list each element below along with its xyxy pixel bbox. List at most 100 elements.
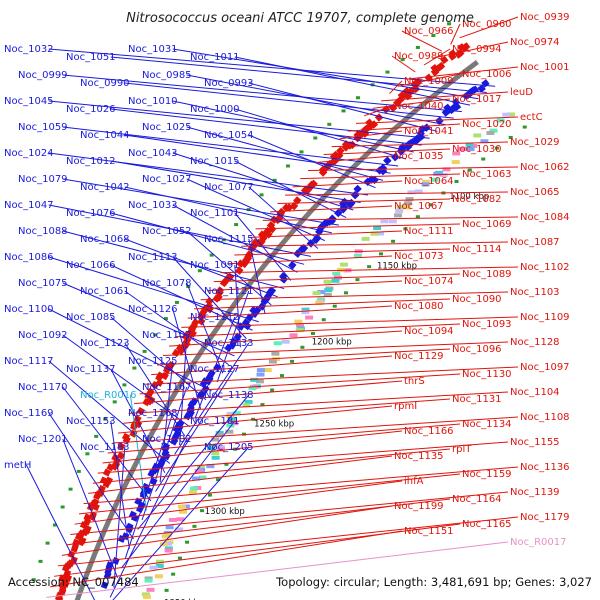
gene-label-right: Noc_1062 (520, 162, 570, 173)
feature-mark (168, 518, 177, 523)
gc-tick (234, 223, 239, 227)
gc-tick (355, 278, 360, 282)
gene-mark (375, 166, 384, 175)
feature-mark (188, 490, 197, 495)
connector-line (397, 73, 461, 87)
gc-tick (122, 383, 127, 387)
connector-line (129, 394, 147, 511)
connector-line (172, 308, 202, 409)
gc-tick (224, 462, 229, 466)
gc-tick (428, 203, 433, 207)
gene-label-left: Noc_1153 (66, 416, 116, 427)
connector-line (124, 290, 229, 366)
feature-mark (281, 339, 290, 344)
feature-mark (430, 177, 439, 182)
feature-mark (263, 367, 272, 372)
gc-tick (378, 252, 383, 256)
connector-line (112, 446, 250, 600)
gene-mark (70, 544, 79, 553)
gene-label-left: Noc_1015 (190, 156, 240, 167)
connector-line (181, 316, 519, 328)
feature-mark (164, 548, 173, 553)
gc-tick (400, 58, 405, 62)
connector-line (248, 82, 438, 132)
gc-tick (299, 150, 304, 154)
connector-line (48, 48, 496, 87)
gene-label-right: Noc_1164 (452, 494, 502, 505)
connector-line (117, 405, 393, 434)
gene-mark (106, 463, 115, 472)
gene-mark (117, 535, 126, 543)
gene-mark (212, 294, 221, 303)
gene-label-left: Noc_1167 (142, 382, 192, 393)
gene-label-right: Noc_1084 (520, 212, 570, 223)
gene-label-left: Noc_1079 (18, 174, 68, 185)
feature-mark (301, 307, 310, 312)
gc-tick (391, 239, 396, 243)
map-title: Nitrosococcus oceani ATCC 19707, complet… (126, 11, 474, 26)
gene-label-right: Noc_1151 (404, 526, 454, 537)
gene-label-left: Noc_1125 (128, 356, 178, 367)
feature-mark (226, 411, 235, 416)
connector-line (355, 116, 519, 124)
gene-label-left: Noc_1127 (190, 364, 240, 375)
feature-mark (332, 271, 341, 276)
feature-mark (402, 205, 411, 210)
gene-label-left: Noc_1137 (66, 364, 116, 375)
feature-mark (353, 253, 362, 258)
gene-mark (297, 245, 307, 254)
connector-line (139, 373, 461, 395)
feature-mark (502, 112, 511, 117)
gene-label-left: Noc_1183 (80, 442, 130, 453)
gene-label-right: Noc_1103 (510, 287, 560, 298)
gene-label-right: Noc_1069 (462, 219, 512, 230)
gene-label-left: Noc_1091 (190, 260, 240, 271)
gene-mark (440, 55, 449, 65)
gene-label-left: Noc_1032 (4, 44, 54, 55)
gene-label-right: Noc_0966 (404, 26, 454, 37)
connector-line (227, 255, 393, 265)
gene-label-right: Noc_1020 (462, 119, 512, 130)
feature-mark (226, 414, 235, 419)
gc-tick (272, 178, 277, 182)
feature-mark (294, 319, 303, 324)
feature-mark (256, 368, 265, 373)
connector-line (128, 391, 509, 414)
gene-label-left: Noc_1117 (4, 356, 54, 367)
gene-mark (288, 261, 297, 270)
gene-mark (477, 84, 486, 93)
gene-label-left: Noc_1012 (66, 156, 116, 167)
feature-mark (144, 578, 153, 583)
gc-tick (112, 400, 117, 404)
gene-label-left: Noc_1011 (190, 52, 240, 63)
connector-line (234, 108, 407, 160)
gene-label-right: Noc_1065 (510, 187, 560, 198)
connector-line (255, 223, 461, 230)
connector-line (92, 448, 451, 484)
connector-line (220, 266, 519, 274)
connector-line (110, 56, 487, 93)
gene-label-right: thrS (404, 376, 425, 387)
gc-tick (38, 559, 43, 563)
connector-line (162, 341, 509, 357)
feature-mark (194, 468, 203, 473)
gene-label-left: Noc_1170 (18, 382, 68, 393)
gene-label-right: Noc_1134 (462, 419, 512, 430)
gene-label-right: Noc_1104 (510, 387, 560, 398)
gene-label-left: Noc_1025 (142, 122, 192, 133)
gene-label-right: Noc_1029 (510, 137, 560, 148)
gene-label-left: Noc_1052 (142, 226, 192, 237)
connector-line (186, 178, 325, 242)
gene-label-left: Noc_1075 (18, 278, 68, 289)
gc-tick (285, 164, 290, 168)
feature-mark (466, 147, 475, 152)
gene-mark (462, 91, 471, 100)
feature-mark (388, 219, 397, 224)
feature-mark (393, 213, 402, 218)
connector-line (110, 108, 422, 146)
gene-label-right: Noc_1135 (394, 451, 444, 462)
connector-line (172, 48, 479, 100)
connector-line (389, 80, 403, 94)
gene-label-left: Noc_1107 (142, 330, 192, 341)
gene-label-left: Noc_1047 (4, 200, 54, 211)
